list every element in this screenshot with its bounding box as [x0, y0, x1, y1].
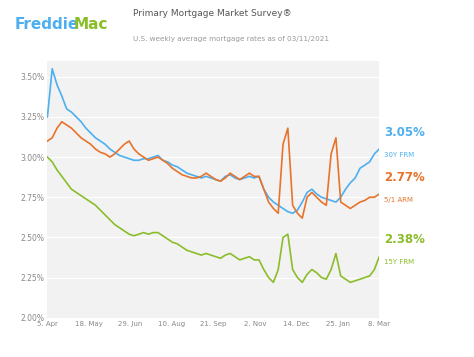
Text: Freddie: Freddie	[14, 16, 79, 32]
Text: 2.77%: 2.77%	[384, 171, 425, 184]
Text: U.S. weekly average mortgage rates as of 03/11/2021: U.S. weekly average mortgage rates as of…	[133, 36, 329, 41]
Text: 30Y FRM: 30Y FRM	[384, 152, 414, 158]
Text: Primary Mortgage Market Survey®: Primary Mortgage Market Survey®	[133, 9, 292, 18]
Text: 5/1 ARM: 5/1 ARM	[384, 197, 413, 203]
Text: 3.05%: 3.05%	[384, 126, 425, 139]
Text: Mac: Mac	[73, 16, 108, 32]
Text: 15Y FRM: 15Y FRM	[384, 259, 414, 265]
Text: 2.38%: 2.38%	[384, 233, 425, 246]
Text: ˆ: ˆ	[25, 0, 31, 11]
